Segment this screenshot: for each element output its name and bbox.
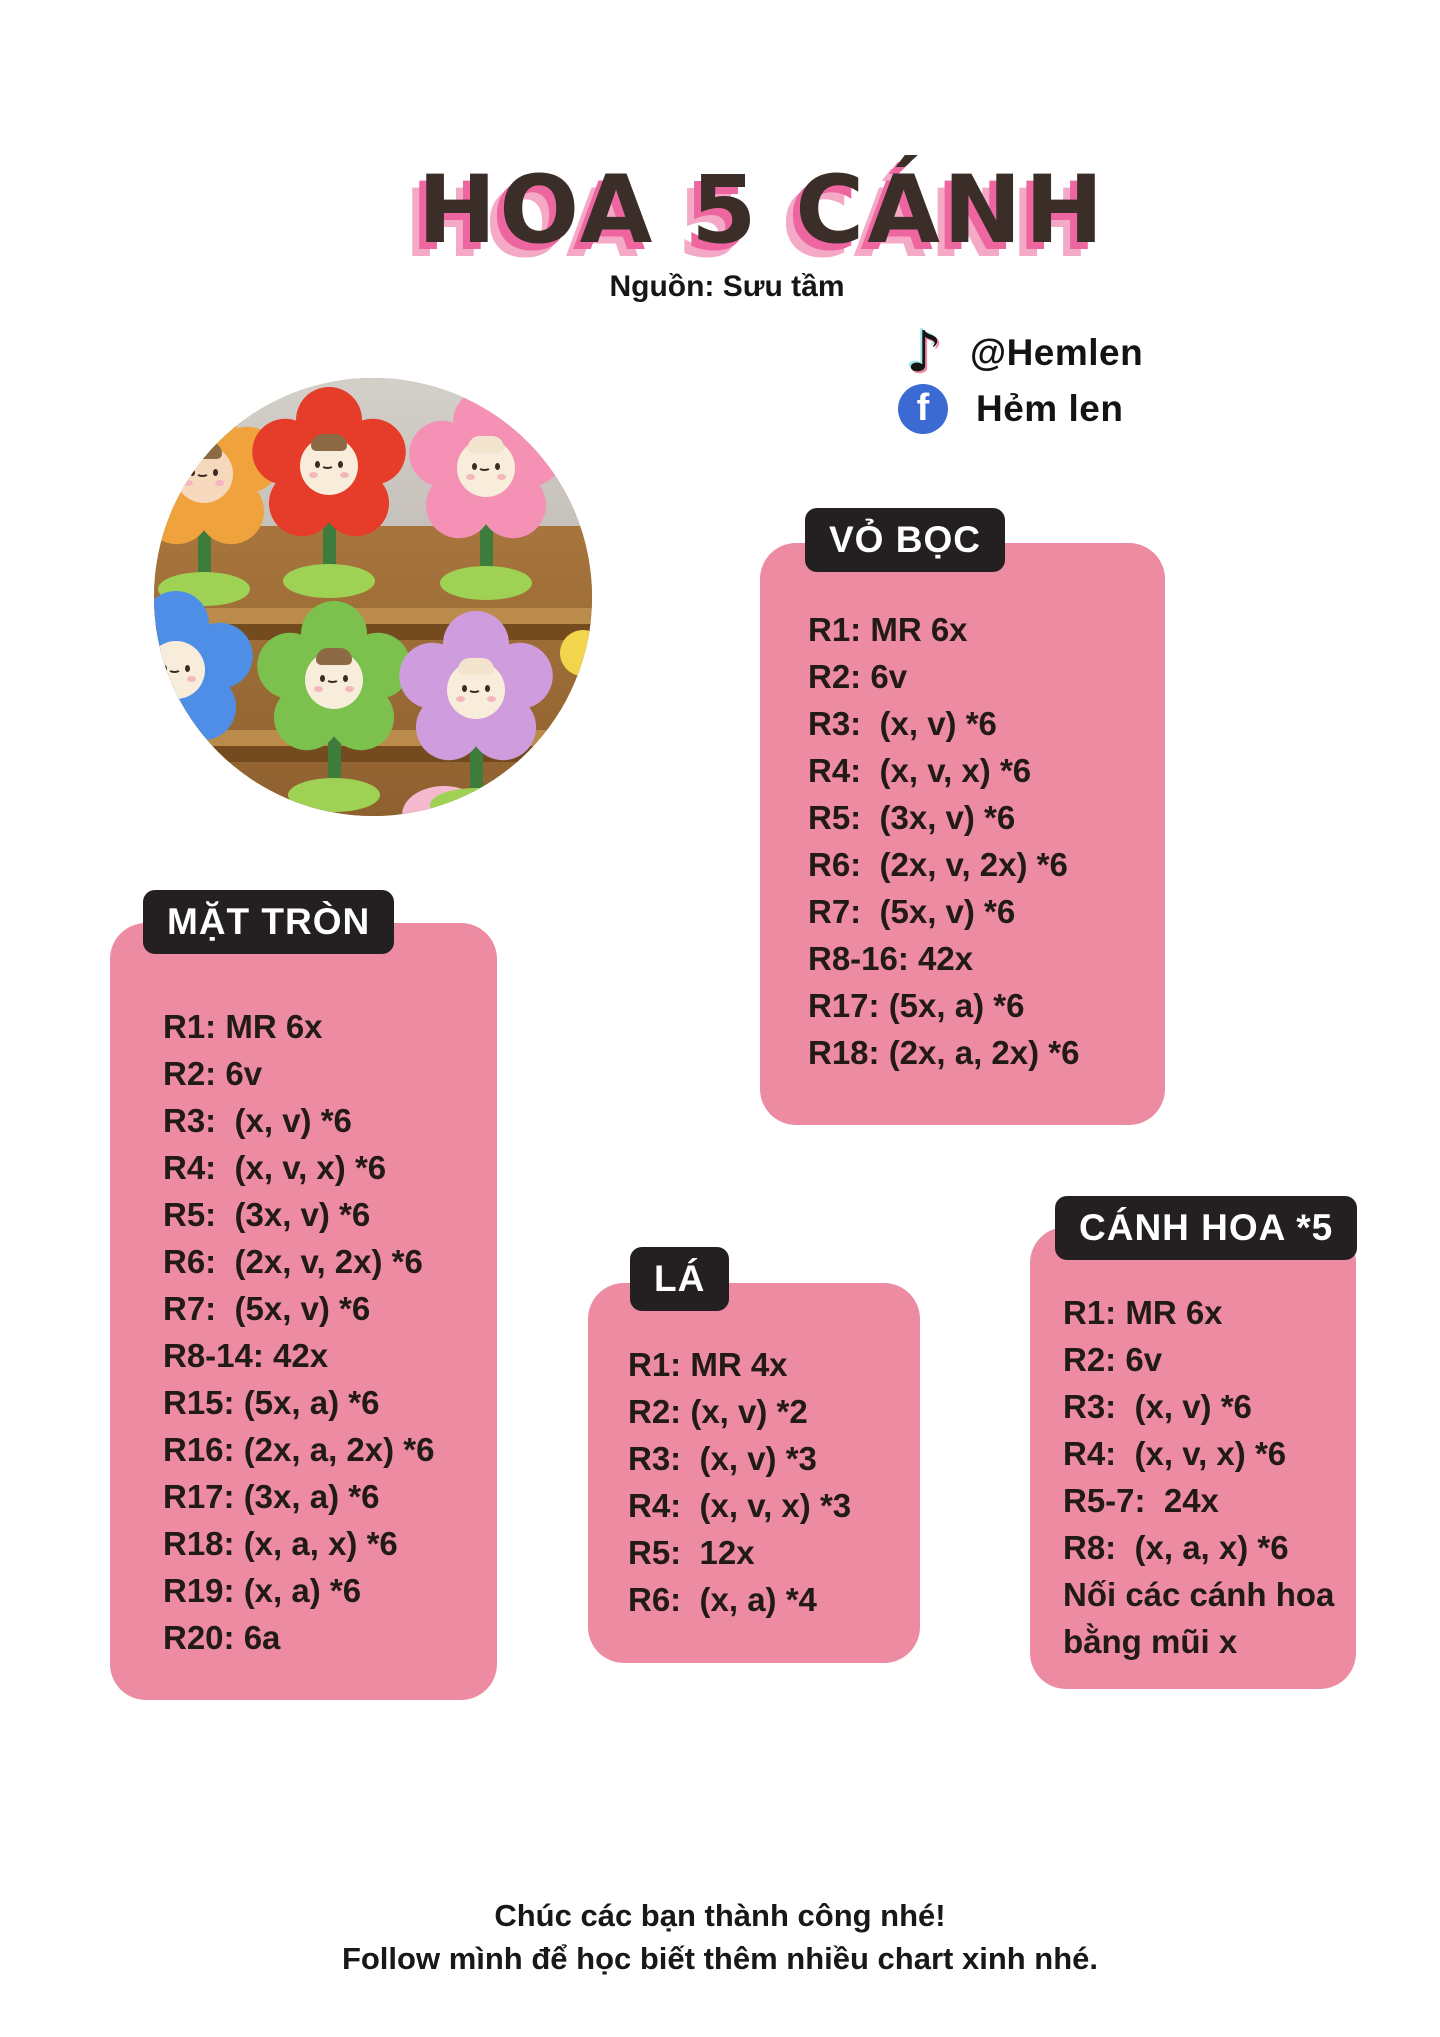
section-label: VỎ BỌC [805,508,1005,572]
pattern-line: bằng mũi x [1063,1623,1238,1660]
pattern-line: R5-7: 24x [1063,1482,1219,1519]
pattern-line: R17: (5x, a) *6 [808,987,1025,1024]
pattern-line: R6: (x, a) *4 [628,1581,817,1618]
pattern-line: R8: (x, a, x) *6 [1063,1529,1289,1566]
flower-blue [154,590,262,805]
section-label: CÁNH HOA *5 [1055,1196,1358,1260]
pattern-line: R19: (x, a) *6 [163,1572,362,1609]
flower-dolls-photo [154,378,592,816]
section-label: MẶT TRÒN [143,890,395,954]
flower-red [243,386,415,601]
page-title: HOA 5 CÁNH [417,156,1107,265]
pattern-line: R1: MR 6x [163,1008,323,1045]
section-la: LÁ R1: MR 4x R2: (x, v) *2 R3: (x, v) *3 R4… [588,1247,920,1663]
section-mat-tron: MẶT TRÒN R1: MR 6x R2: 6v R3: (x, v) *6 R4:… [110,890,497,1700]
pattern-line: R2: 6v [808,658,908,695]
pattern-line: R5: (3x, v) *6 [163,1196,371,1233]
footer-line1: Chúc các bạn thành công nhé! [494,1898,946,1933]
facebook-row: f Hẻm len [898,382,1143,436]
pattern-line: R2: 6v [163,1055,263,1092]
pattern-line: R4: (x, v, x) *6 [808,752,1032,789]
pattern-line: Nối các cánh hoa [1063,1576,1335,1613]
pattern-line: R1: MR 4x [628,1346,788,1383]
pattern-line: R8-16: 42x [808,940,974,977]
pattern-line: R18: (2x, a, 2x) *6 [808,1034,1080,1071]
pattern-line: R16: (2x, a, 2x) *6 [163,1431,435,1468]
pattern-line: R3: (x, v) *6 [1063,1388,1252,1425]
facebook-handle: Hẻm len [976,388,1124,429]
section-label: LÁ [630,1247,730,1311]
pattern-line: R1: MR 6x [1063,1294,1223,1331]
facebook-icon: f [898,384,948,434]
flower-pink [400,388,572,603]
page-subtitle: Nguồn: Sưu tầm [609,270,845,303]
pattern-line: R6: (2x, v, 2x) *6 [808,846,1068,883]
pattern-line: R18: (x, a, x) *6 [163,1525,398,1562]
pattern-line: R7: (5x, v) *6 [808,893,1016,930]
pattern-lines: R1: MR 6x R2: 6v R3: (x, v) *6 R4: (x, v, x… [1063,1289,1334,1665]
flower-purple [390,610,562,816]
pattern-line: R5: 12x [628,1534,755,1571]
pattern-line: R6: (2x, v, 2x) *6 [163,1243,423,1280]
footer-line2: Follow mình để học biết thêm nhiều chart… [341,1941,1099,1976]
pattern-line: R20: 6a [163,1619,281,1656]
tiktok-icon: ♪ [906,320,942,385]
pattern-line: R1: MR 6x [808,611,968,648]
flower-partial-yellow [560,630,592,676]
pattern-line: R4: (x, v, x) *6 [1063,1435,1287,1472]
pattern-line: R2: 6v [1063,1341,1163,1378]
pattern-line: R4: (x, v, x) *6 [163,1149,387,1186]
tiktok-handle: @Hemlen [970,332,1144,373]
pattern-line: R17: (3x, a) *6 [163,1478,380,1515]
pattern-line: R5: (3x, v) *6 [808,799,1016,836]
flower-green [248,600,420,815]
pattern-line: R8-14: 42x [163,1337,329,1374]
pattern-line: R3: (x, v) *3 [628,1440,817,1477]
tiktok-row: ♪ @Hemlen [898,320,1144,385]
section-canh-hoa: CÁNH HOA *5 R1: MR 6x R2: 6v R3: (x, v) *6… [1030,1196,1358,1689]
pattern-line: R15: (5x, a) *6 [163,1384,380,1421]
pattern-lines: R1: MR 4x R2: (x, v) *2 R3: (x, v) *3 R4: (… [628,1341,851,1623]
pattern-line: R3: (x, v) *6 [808,705,997,742]
pattern-line: R4: (x, v, x) *3 [628,1487,852,1524]
flower-orange [154,394,290,609]
pattern-line: R2: (x, v) *2 [628,1393,808,1430]
pattern-lines: R1: MR 6x R2: 6v R3: (x, v) *6 R4: (x, v, x… [163,1003,434,1661]
pattern-line: R7: (5x, v) *6 [163,1290,371,1327]
section-vo-boc: VỎ BỌC R1: MR 6x R2: 6v R3: (x, v) *6 R4: (… [760,508,1165,1125]
pattern-line: R3: (x, v) *6 [163,1102,352,1139]
pattern-lines: R1: MR 6x R2: 6v R3: (x, v) *6 R4: (x, v, x… [808,606,1079,1076]
social-links: ♪ @Hemlen f Hẻm len [898,320,1144,436]
footer: Chúc các bạn thành công nhé! Follow mình… [0,1894,1440,1980]
